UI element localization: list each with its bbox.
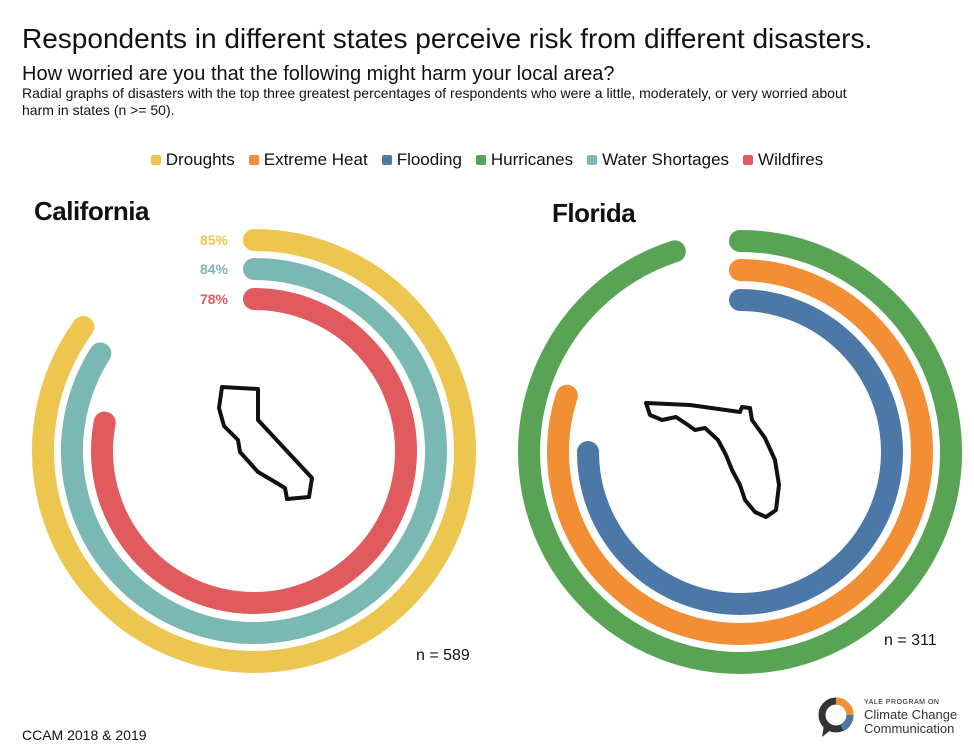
source-note: CCAM 2018 & 2019: [22, 727, 147, 743]
legend: Droughts Extreme Heat Flooding Hurricane…: [0, 150, 974, 170]
legend-item-water-shortages: Water Shortages: [587, 150, 729, 170]
legend-label: Flooding: [396, 150, 462, 169]
ycc-logo: YALE PROGRAM ON Climate Change Communica…: [816, 695, 966, 743]
chart-description: Radial graphs of disasters with the top …: [22, 85, 847, 118]
california-radial-chart: 85% 84% 78%: [32, 229, 476, 673]
california-outline-icon: [217, 385, 314, 501]
legend-swatch: [743, 155, 754, 165]
legend-swatch: [587, 155, 598, 165]
chart-subtitle: How worried are you that the following m…: [22, 63, 615, 85]
legend-item-droughts: Droughts: [150, 150, 235, 170]
legend-swatch: [248, 155, 259, 165]
logo-name: Climate Change Communication: [864, 708, 957, 736]
california-n-label: n = 589: [416, 647, 470, 664]
legend-label: Hurricanes: [490, 150, 574, 169]
legend-item-wildfires: Wildfires: [743, 150, 823, 170]
data-label-droughts: 85%: [200, 232, 229, 248]
data-label-water-shortages: 84%: [200, 261, 229, 277]
legend-swatch: [475, 155, 486, 165]
legend-item-extreme-heat: Extreme Heat: [248, 150, 368, 170]
florida-title: Florida: [552, 198, 636, 228]
legend-label: Extreme Heat: [263, 150, 368, 169]
logo-line1: YALE PROGRAM ON: [864, 699, 940, 706]
legend-swatch: [381, 155, 392, 165]
legend-label: Droughts: [165, 150, 235, 169]
florida-n-label: n = 311: [884, 632, 937, 649]
logo-line3: Communication: [864, 721, 955, 736]
legend-item-hurricanes: Hurricanes: [475, 150, 574, 170]
radial-bar-water-shortages: [61, 258, 447, 644]
radial-bar-extreme-heat: [547, 259, 933, 645]
radial-bar-droughts: [32, 229, 476, 673]
radial-bar-hurricanes: [518, 230, 962, 674]
florida-radial-chart: [518, 230, 962, 674]
legend-label: Wildfires: [758, 150, 824, 169]
radial-bar-wildfires: [91, 288, 417, 614]
radial-bar-flooding: [577, 289, 903, 615]
chart-title: Respondents in different states perceive…: [22, 23, 873, 54]
legend-item-flooding: Flooding: [381, 150, 462, 170]
legend-swatch: [150, 155, 161, 165]
data-label-wildfires: 78%: [200, 291, 229, 307]
florida-outline-icon: [644, 401, 781, 519]
logo-line2: Climate Change: [864, 707, 958, 722]
legend-label: Water Shortages: [602, 150, 730, 169]
logo-ring-icon: [818, 697, 854, 737]
california-title: California: [34, 196, 149, 226]
